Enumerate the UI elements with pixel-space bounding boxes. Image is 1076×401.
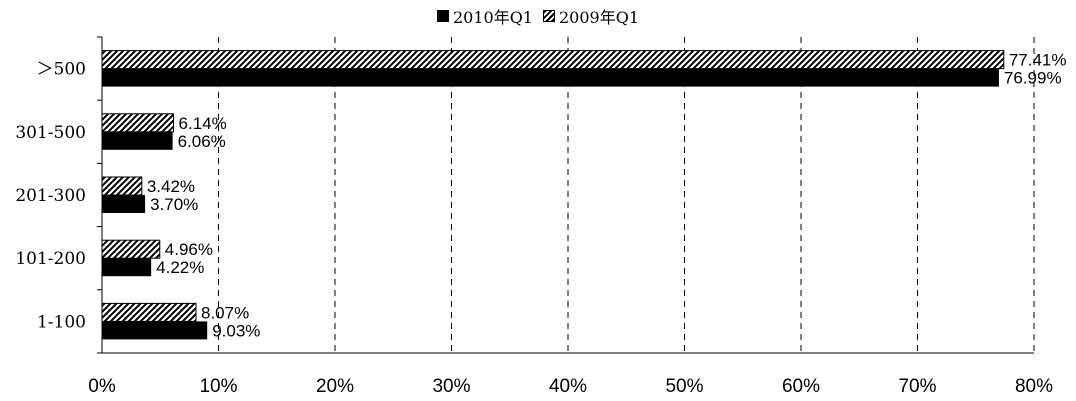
bar-2009 bbox=[101, 176, 143, 196]
data-label-2009: 6.14% bbox=[179, 114, 227, 133]
bar-2010 bbox=[102, 321, 208, 340]
x-tick-label: 50% bbox=[665, 376, 703, 397]
x-tick-label: 0% bbox=[88, 376, 116, 397]
y-tick-label: 201-300 bbox=[15, 186, 86, 206]
bar-2010 bbox=[102, 68, 999, 87]
legend-swatch-2009 bbox=[543, 10, 555, 22]
legend-swatch-2010 bbox=[436, 10, 449, 22]
bar-2010 bbox=[102, 131, 173, 150]
y-tick-label: 301-500 bbox=[15, 123, 86, 143]
legend-label-2010: 2010年Q1 bbox=[452, 8, 533, 27]
bar-2009 bbox=[101, 113, 175, 133]
data-label-2010: 76.99% bbox=[1004, 69, 1062, 88]
x-tick-label: 70% bbox=[898, 376, 936, 397]
y-tick-label: 101-200 bbox=[15, 249, 86, 269]
bar-2010 bbox=[102, 258, 152, 277]
data-label-2010: 4.22% bbox=[156, 258, 204, 277]
y-tick-label: ＞500 bbox=[37, 60, 86, 80]
chart-legend: 2010年Q1 2009年Q1 bbox=[0, 4, 1076, 28]
grid-lines bbox=[218, 37, 1035, 353]
legend-label-2009: 2009年Q1 bbox=[559, 8, 640, 27]
x-tick-label: 60% bbox=[782, 376, 820, 397]
bar-2009 bbox=[101, 302, 197, 322]
bars bbox=[101, 50, 1005, 340]
bar-2009 bbox=[101, 50, 1005, 70]
x-tick-label: 10% bbox=[199, 376, 237, 397]
y-tick-label: 1-100 bbox=[37, 312, 86, 332]
data-label-2010: 6.06% bbox=[178, 132, 226, 151]
x-tick-label: 30% bbox=[432, 376, 470, 397]
data-label-2009: 3.42% bbox=[147, 177, 195, 196]
legend-item-2009: 2009年Q1 bbox=[543, 4, 639, 28]
x-tick-label: 80% bbox=[1015, 376, 1053, 397]
x-tick-label: 40% bbox=[549, 376, 587, 397]
x-tick-label: 20% bbox=[316, 376, 354, 397]
data-label-2009: 77.41% bbox=[1009, 51, 1067, 70]
data-label-2010: 3.70% bbox=[150, 195, 198, 214]
data-label-2009: 8.07% bbox=[201, 303, 249, 322]
data-label-2009: 4.96% bbox=[165, 240, 213, 259]
bar-2010 bbox=[102, 195, 146, 213]
legend-item-2010: 2010年Q1 bbox=[436, 4, 533, 28]
bar-2009 bbox=[101, 239, 161, 259]
data-label-2010: 9.03% bbox=[212, 321, 260, 340]
labels: 0% 10% 20% 30% 40% 50% 60% 70% 80% 1-100 8.07%9.03… bbox=[15, 51, 1066, 397]
